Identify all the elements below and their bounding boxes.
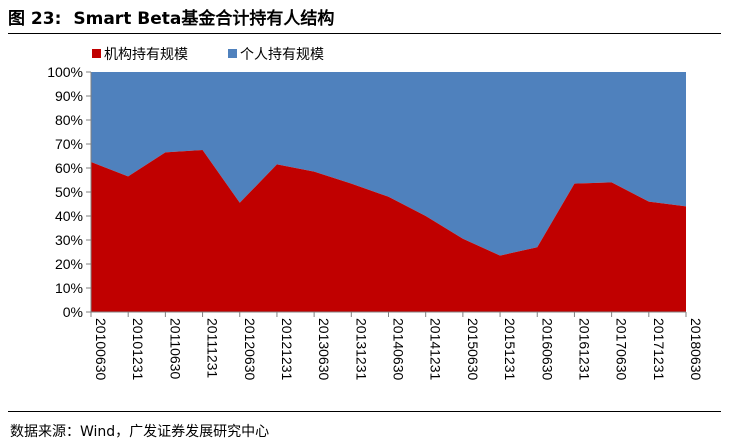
title-rule: [8, 33, 721, 34]
x-tick-label: 20171231: [651, 318, 667, 381]
legend-swatch-0: [92, 49, 101, 58]
legend-label-0: 机构持有规模: [104, 47, 188, 63]
legend-swatch-1: [228, 49, 237, 58]
y-tick-label: 20%: [55, 256, 83, 272]
y-tick-label: 0%: [63, 304, 83, 320]
x-tick-label: 20101231: [130, 318, 146, 381]
plot-areas: [91, 72, 686, 312]
x-tick-label: 20141231: [428, 318, 444, 381]
x-tick-label: 20131231: [353, 318, 369, 381]
y-tick-label: 30%: [55, 232, 83, 248]
x-tick-label: 20110630: [167, 318, 183, 379]
figure-label: 图 23:: [8, 9, 62, 29]
y-tick-label: 40%: [55, 208, 83, 224]
x-tick-label: 20140630: [391, 318, 407, 381]
x-tick-label: 20111231: [205, 318, 221, 378]
y-tick-label: 10%: [55, 280, 83, 296]
x-tick-label: 20160630: [539, 318, 555, 381]
source-rule: [8, 411, 721, 412]
x-tick-label: 20180630: [688, 318, 704, 381]
y-tick-label: 50%: [55, 184, 83, 200]
x-tick-label: 20130630: [316, 318, 332, 381]
figure-title: 图 23: Smart Beta基金合计持有人结构: [8, 4, 334, 29]
area-series-1: [91, 72, 686, 256]
x-tick-label: 20170630: [614, 318, 630, 381]
x-tick-label: 20151231: [502, 318, 518, 381]
legend-label-1: 个人持有规模: [240, 47, 324, 63]
source-note: 数据来源：Wind，广发证券发展研究中心: [10, 424, 270, 440]
y-axis-ticks: 0% 10% 20% 30% 40% 50% 60% 70% 80% 90% 100%: [47, 64, 91, 320]
y-tick-label: 60%: [55, 160, 83, 176]
y-tick-label: 80%: [55, 112, 83, 128]
x-tick-label: 20120630: [242, 318, 258, 381]
y-tick-label: 70%: [55, 136, 83, 152]
x-tick-label: 20161231: [576, 318, 592, 381]
x-axis-ticks: 20100630 20101231 20110630 20111231 20120630…: [90, 312, 704, 381]
stacked-area-chart: 机构持有规模 个人持有规模 0% 10% 20% 30% 40% 50% 60% 70% 80% 9…: [47, 47, 704, 381]
x-tick-label: 20100630: [93, 318, 109, 381]
y-tick-label: 90%: [55, 88, 83, 104]
x-tick-label: 20121231: [279, 318, 295, 381]
figure-title-text: Smart Beta基金合计持有人结构: [73, 9, 335, 29]
x-tick-label: 20150630: [465, 318, 481, 381]
y-tick-label: 100%: [47, 64, 83, 80]
area-series-0: [91, 150, 686, 312]
legend: 机构持有规模 个人持有规模: [92, 47, 324, 63]
